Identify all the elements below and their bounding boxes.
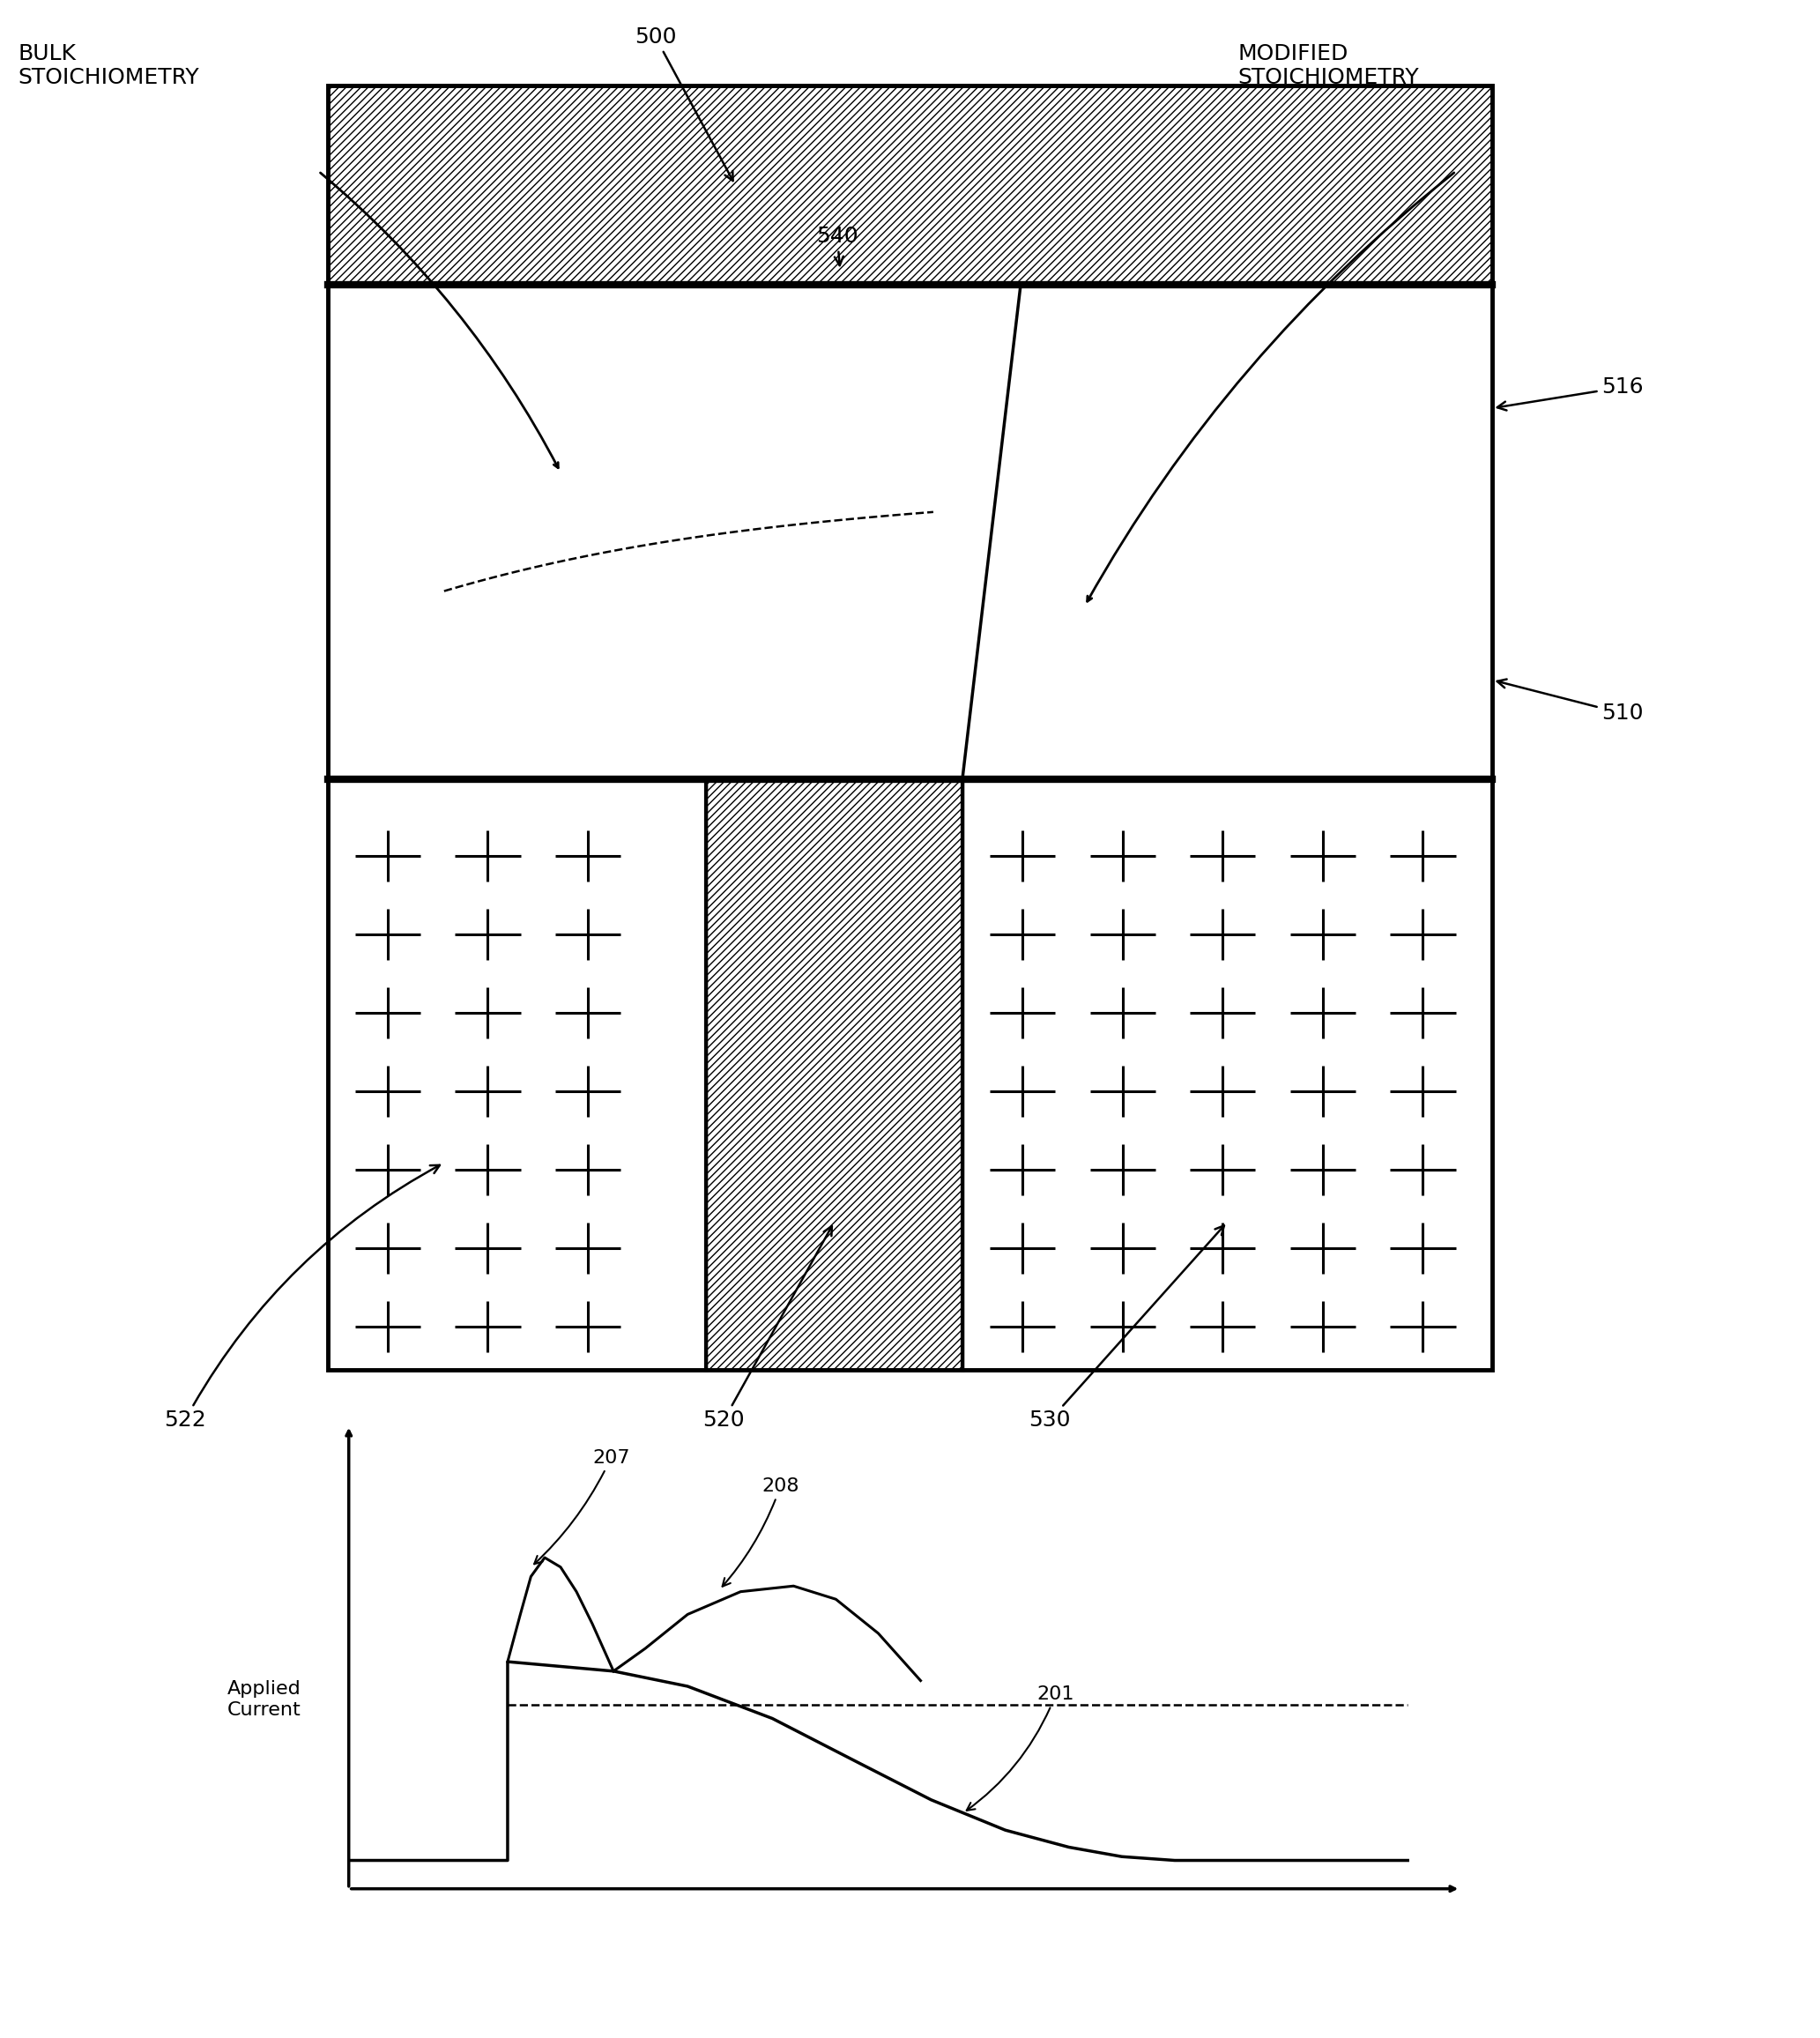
Text: 500: 500 bbox=[633, 26, 733, 181]
Text: 520: 520 bbox=[703, 1227, 832, 1431]
Bar bbox=[963, 779, 1492, 1370]
Text: 516: 516 bbox=[1498, 377, 1643, 410]
Text: 540: 540 bbox=[815, 226, 859, 265]
Text: BULK
STOICHIOMETRY: BULK STOICHIOMETRY bbox=[18, 43, 200, 88]
Text: 510: 510 bbox=[1498, 679, 1643, 723]
Bar bbox=[706, 779, 963, 1370]
Text: MODIFIED
STOICHIOMETRY: MODIFIED STOICHIOMETRY bbox=[1238, 43, 1420, 88]
Text: 208: 208 bbox=[723, 1478, 799, 1586]
Text: 201: 201 bbox=[966, 1685, 1074, 1810]
Bar bbox=[328, 86, 1492, 285]
Text: Applied
Current: Applied Current bbox=[228, 1681, 300, 1718]
Text: 530: 530 bbox=[1028, 1225, 1225, 1431]
Bar bbox=[328, 285, 1492, 779]
Bar bbox=[328, 779, 706, 1370]
Text: 207: 207 bbox=[535, 1449, 630, 1563]
Bar bbox=[328, 86, 1492, 1370]
Text: 522: 522 bbox=[164, 1166, 440, 1431]
